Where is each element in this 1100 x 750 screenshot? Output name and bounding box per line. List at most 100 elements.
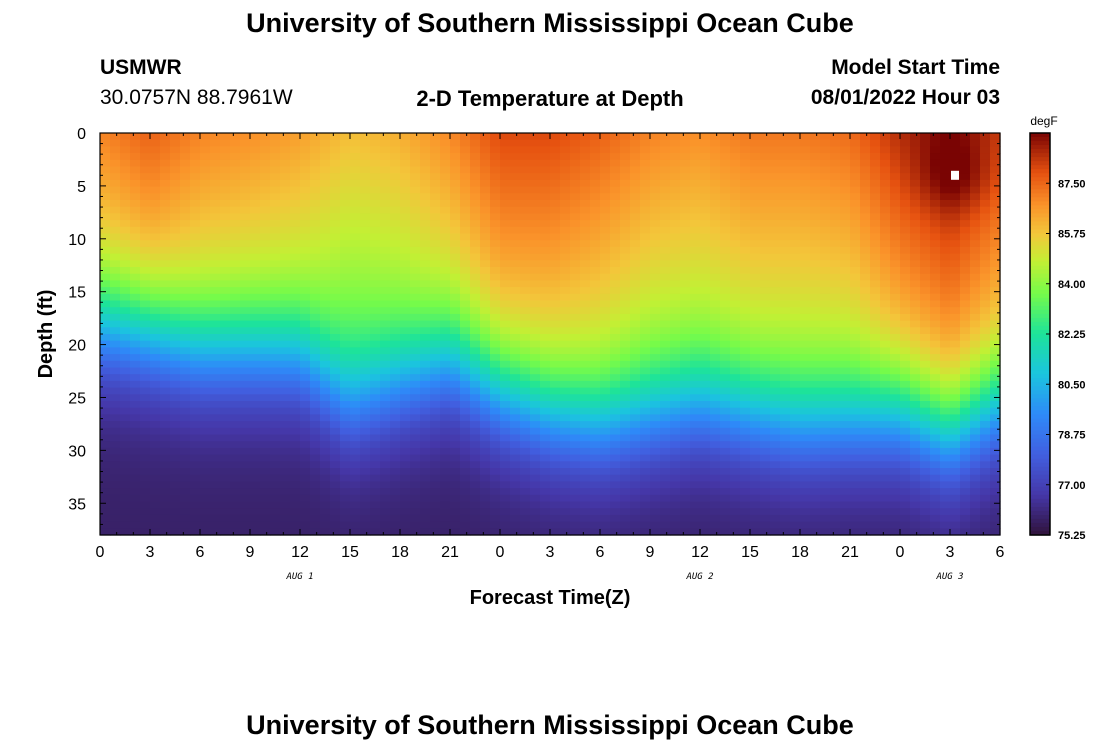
heatmap-cell — [460, 508, 471, 516]
heatmap-cell — [220, 220, 231, 228]
heatmap-cell — [370, 186, 381, 194]
heatmap-cell — [460, 394, 471, 402]
heatmap-cell — [650, 521, 661, 529]
heatmap-cell — [570, 327, 581, 335]
heatmap-cell — [470, 488, 481, 496]
heatmap-cell — [390, 146, 401, 154]
heatmap-cell — [740, 200, 751, 208]
heatmap-cell — [380, 387, 391, 395]
heatmap-cell — [780, 313, 791, 322]
heatmap-cell — [510, 434, 521, 442]
heatmap-cell — [860, 401, 871, 409]
heatmap-cell — [710, 461, 721, 469]
heatmap-cell — [400, 468, 411, 476]
heatmap-cell — [180, 307, 191, 315]
heatmap-cell — [820, 267, 831, 275]
heatmap-cell — [450, 387, 461, 395]
heatmap-cell — [920, 139, 931, 147]
heatmap-cell — [160, 166, 171, 174]
heatmap-cell — [690, 374, 701, 382]
heatmap-cell — [260, 260, 271, 268]
heatmap-cell — [790, 528, 801, 536]
heatmap-cell — [830, 514, 841, 523]
heatmap-cell — [110, 454, 121, 462]
heatmap-cell — [270, 273, 281, 281]
heatmap-cell — [680, 280, 691, 288]
heatmap-cell — [140, 461, 151, 469]
heatmap-cell — [520, 186, 531, 194]
heatmap-cell — [440, 206, 451, 214]
heatmap-cell — [670, 280, 681, 288]
heatmap-cell — [250, 521, 261, 529]
heatmap-cell — [430, 461, 441, 469]
heatmap-cell — [680, 468, 691, 476]
heatmap-cell — [330, 394, 341, 402]
heatmap-cell — [590, 146, 601, 154]
heatmap-cell — [120, 481, 131, 489]
heatmap-cell — [610, 226, 621, 235]
heatmap-cell — [620, 447, 631, 456]
heatmap-cell — [180, 327, 191, 335]
heatmap-cell — [660, 240, 671, 248]
heatmap-cell — [570, 146, 581, 154]
heatmap-cell — [400, 193, 411, 201]
heatmap-cell — [300, 260, 311, 268]
heatmap-cell — [230, 434, 241, 442]
heatmap-cell — [200, 528, 211, 536]
heatmap-cell — [750, 166, 761, 174]
heatmap-cell — [220, 267, 231, 275]
heatmap-cell — [160, 434, 171, 442]
heatmap-cell — [530, 173, 541, 181]
heatmap-cell — [720, 226, 731, 235]
heatmap-cell — [740, 367, 751, 375]
heatmap-cell — [370, 334, 381, 342]
heatmap-cell — [240, 166, 251, 174]
heatmap-cell — [200, 133, 211, 141]
heatmap-cell — [250, 501, 261, 509]
heatmap-cell — [900, 206, 911, 214]
heatmap-cell — [720, 401, 731, 409]
heatmap-cell — [470, 454, 481, 462]
heatmap-cell — [140, 280, 151, 288]
heatmap-cell — [540, 380, 551, 389]
heatmap-cell — [210, 360, 221, 369]
heatmap-cell — [630, 186, 641, 194]
heatmap-cell — [750, 481, 761, 489]
heatmap-cell — [300, 427, 311, 436]
heatmap-cell — [240, 380, 251, 389]
heatmap-cell — [480, 307, 491, 315]
heatmap-cell — [540, 407, 551, 415]
heatmap-cell — [230, 501, 241, 509]
heatmap-cell — [850, 300, 861, 308]
heatmap-cell — [140, 528, 151, 536]
heatmap-cell — [220, 488, 231, 496]
heatmap-cell — [780, 427, 791, 436]
heatmap-cell — [420, 226, 431, 235]
heatmap-cell — [670, 367, 681, 375]
heatmap-cell — [660, 501, 671, 509]
heatmap-cell — [840, 220, 851, 228]
heatmap-cell — [460, 206, 471, 214]
heatmap-cell — [550, 521, 561, 529]
heatmap-cell — [230, 173, 241, 181]
heatmap-cell — [500, 146, 511, 154]
heatmap-cell — [280, 481, 291, 489]
heatmap-cell — [320, 414, 331, 422]
heatmap-cell — [860, 327, 871, 335]
heatmap-cell — [270, 280, 281, 288]
heatmap-cell — [360, 468, 371, 476]
heatmap-cell — [890, 166, 901, 174]
heatmap-cell — [400, 414, 411, 422]
heatmap-cell — [880, 367, 891, 375]
heatmap-cell — [650, 421, 661, 429]
heatmap-cell — [640, 401, 651, 409]
heatmap-cell — [770, 340, 781, 348]
heatmap-cell — [410, 253, 421, 261]
heatmap-cell — [180, 394, 191, 402]
heatmap-cell — [640, 179, 651, 188]
heatmap-cell — [290, 267, 301, 275]
heatmap-cell — [110, 293, 121, 302]
heatmap-cell — [300, 253, 311, 261]
heatmap-cell — [290, 146, 301, 154]
heatmap-cell — [290, 360, 301, 369]
